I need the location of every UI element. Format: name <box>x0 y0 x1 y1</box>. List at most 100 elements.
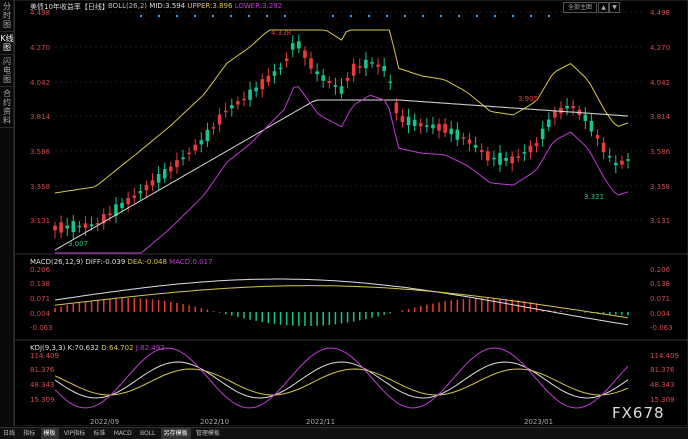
tab-boll[interactable]: BOLL <box>139 430 156 437</box>
event-marker <box>548 15 550 17</box>
event-marker <box>404 15 406 17</box>
candle-body <box>607 155 612 158</box>
kdj-axis-right-label: 114.409 <box>650 352 679 360</box>
tab-contract-info[interactable]: 合约资料 <box>0 87 14 128</box>
candle-body <box>193 144 198 151</box>
candle-body <box>553 110 557 118</box>
main-axis-right-label: 3.358 <box>650 183 671 191</box>
kdj-axis-right-label: 15.309 <box>650 396 675 404</box>
candlestick-chart[interactable] <box>0 0 688 426</box>
event-marker <box>512 15 514 17</box>
event-marker <box>212 15 214 17</box>
main-axis-left-label: 3.814 <box>30 113 51 121</box>
candle-body <box>345 77 350 81</box>
down-arrow-icon[interactable]: ▼ <box>609 2 620 13</box>
bottom-toolbar: 日线 指标 模板 VIP指标 标准 MACD BOLL 另存模板 管理模板 <box>0 427 688 439</box>
macd-axis-right-label: 0.071 <box>650 295 671 303</box>
candle-body <box>388 81 393 84</box>
macd-axis-left-label: 0.138 <box>30 280 51 288</box>
candle-body <box>449 128 454 135</box>
candle-body <box>126 197 130 205</box>
candle-body <box>479 150 484 153</box>
event-marker <box>350 15 352 17</box>
candle-body <box>229 105 234 109</box>
candle-body <box>412 119 417 126</box>
candle-body <box>504 157 508 161</box>
macd-value: MACD:0.017 <box>169 258 213 266</box>
candle-body <box>614 162 618 166</box>
macd-axis-right-label: 0.138 <box>650 280 671 288</box>
candle-body <box>321 75 326 81</box>
kdj-axis-left-label: 114.409 <box>30 352 59 360</box>
candle-body <box>357 66 362 68</box>
candle-body <box>315 71 319 75</box>
boll-upper-line <box>54 29 629 194</box>
main-axis-right-label: 4.498 <box>650 9 671 17</box>
main-axis-left-label: 3.358 <box>30 183 51 191</box>
kdj-k: K:70.632 <box>67 344 100 352</box>
symbol-title: 美债10年收益率【日线】 <box>30 3 109 11</box>
event-marker <box>530 15 532 17</box>
kdj-axis-left-label: 48.343 <box>30 381 55 389</box>
macd-name: MACD(26,12,9) <box>30 258 84 266</box>
tab-timeshare[interactable]: 分时图 <box>0 0 14 32</box>
candle-body <box>455 129 460 140</box>
event-marker <box>266 15 268 17</box>
candle-body <box>540 128 545 140</box>
candle-body <box>83 223 88 229</box>
candle-body <box>443 123 447 133</box>
main-axis-left-label: 4.270 <box>30 44 51 52</box>
macd-header: MACD(26,12,9) DIFF:-0.039 DEA:-0.048 MAC… <box>30 258 213 266</box>
candle-body <box>217 114 222 125</box>
boll-mid-line <box>54 99 629 251</box>
candle-body <box>53 225 57 231</box>
kdj-axis-left-label: 15.309 <box>30 396 55 404</box>
watermark-logo: FX678 <box>612 404 665 422</box>
event-marker <box>140 15 142 17</box>
candle-body <box>297 41 301 49</box>
event-marker <box>332 15 334 17</box>
event-marker <box>158 15 160 17</box>
tab-kline[interactable]: K线图 <box>0 32 14 55</box>
tab-vip-indicators[interactable]: VIP指标 <box>63 430 86 437</box>
tab-daily[interactable]: 日线 <box>3 430 16 437</box>
all-main-charts-button[interactable]: 全部主图 <box>563 2 597 13</box>
candle-body <box>303 50 307 58</box>
candle-body <box>65 225 69 229</box>
candle-body <box>492 157 496 160</box>
macd-axis-right-label: 0.206 <box>650 266 671 274</box>
candle-body <box>595 135 600 139</box>
low1-annotation: 3.007 <box>68 240 89 248</box>
kdj-d: D:64.702 <box>101 344 134 352</box>
macd-dea: DEA:-0.048 <box>127 258 167 266</box>
event-marker <box>458 15 460 17</box>
tab-flash[interactable]: 闪电图 <box>0 55 14 87</box>
macd-dea-line <box>54 285 629 319</box>
high-annotation: 4.338 <box>271 29 292 37</box>
main-axis-left-label: 3.131 <box>30 217 51 225</box>
candle-body <box>205 129 210 142</box>
candle-body <box>406 116 411 126</box>
candle-body <box>364 59 368 69</box>
tab-standard[interactable]: 标准 <box>93 430 106 437</box>
peak2-annotation: 3.905 <box>518 95 539 103</box>
candle-body <box>162 168 167 179</box>
macd-diff: DIFF:-0.039 <box>85 258 126 266</box>
candle-body <box>394 102 399 114</box>
main-axis-left-label: 3.586 <box>30 148 51 156</box>
tab-template[interactable]: 模板 <box>40 428 59 439</box>
manage-template-button[interactable]: 管理模板 <box>195 430 220 437</box>
candle-body <box>528 145 533 153</box>
up-arrow-icon[interactable]: ▲ <box>598 2 609 13</box>
tab-macd[interactable]: MACD <box>113 430 132 437</box>
candle-body <box>620 160 624 165</box>
tab-indicators[interactable]: 指标 <box>23 430 36 437</box>
candle-body <box>242 98 246 101</box>
save-template-button[interactable]: 另存模板 <box>160 428 191 439</box>
candle-body <box>534 142 539 147</box>
main-axis-right-label: 3.586 <box>650 148 671 156</box>
candle-body <box>236 101 240 105</box>
candle-body <box>278 67 283 70</box>
candle-body <box>400 116 405 123</box>
candle-body <box>248 89 252 100</box>
